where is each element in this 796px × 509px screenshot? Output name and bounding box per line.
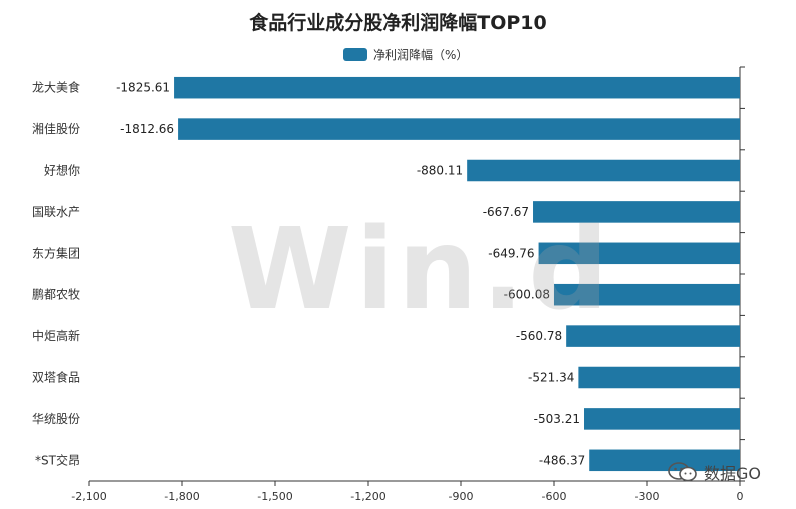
- x-tick-label: 0: [737, 490, 744, 503]
- x-tick-label: -300: [635, 490, 660, 503]
- bar-value-label: -667.67: [483, 205, 529, 219]
- x-tick-label: -1,200: [350, 490, 385, 503]
- category-label: 东方集团: [32, 245, 80, 260]
- category-label: 华统股份: [32, 412, 80, 426]
- bar-value-label: -486.37: [539, 453, 585, 467]
- category-label: *ST交昂: [35, 452, 80, 467]
- wechat-icon: [668, 461, 698, 483]
- bar: [578, 366, 740, 389]
- bar-value-label: -521.34: [528, 371, 574, 385]
- category-label: 湘佳股份: [32, 121, 80, 136]
- bar: [553, 283, 740, 306]
- x-tick-label: -600: [542, 490, 567, 503]
- chart-title: 食品行业成分股净利润降幅TOP10: [249, 12, 547, 34]
- bar: [584, 408, 740, 430]
- bar-value-label: -880.11: [417, 164, 463, 178]
- bar: [589, 449, 740, 472]
- bar: [178, 118, 741, 140]
- category-label: 好想你: [44, 163, 80, 178]
- x-tick-label: -900: [449, 490, 474, 503]
- badge-text: 数据GO: [704, 464, 761, 483]
- category-label: 国联水产: [32, 205, 80, 219]
- bar: [538, 242, 740, 265]
- category-label: 龙大美食: [32, 80, 80, 95]
- bar-value-label: -1812.66: [120, 122, 174, 136]
- bar: [174, 76, 740, 99]
- bar: [566, 325, 740, 347]
- legend-label: 净利润降幅（%）: [373, 48, 469, 62]
- x-tick-label: -1,500: [257, 490, 292, 503]
- x-tick-label: -1,800: [164, 490, 199, 503]
- category-label: 双塔食品: [32, 370, 80, 385]
- bar: [533, 201, 740, 223]
- source-badge: 数据GO: [668, 460, 761, 484]
- bar-value-label: -1825.61: [116, 81, 170, 95]
- bar-value-label: -503.21: [534, 412, 580, 426]
- bar-value-label: -600.08: [504, 288, 550, 302]
- legend-swatch: [343, 48, 367, 61]
- bar-value-label: -560.78: [516, 329, 562, 343]
- category-label: 鹏都农牧: [32, 288, 80, 302]
- category-label: 中炬高新: [32, 328, 80, 343]
- x-tick-label: -2,100: [71, 490, 106, 503]
- bar: [467, 159, 740, 182]
- legend[interactable]: 净利润降幅（%）: [343, 46, 468, 63]
- bar-value-label: -649.76: [488, 246, 534, 260]
